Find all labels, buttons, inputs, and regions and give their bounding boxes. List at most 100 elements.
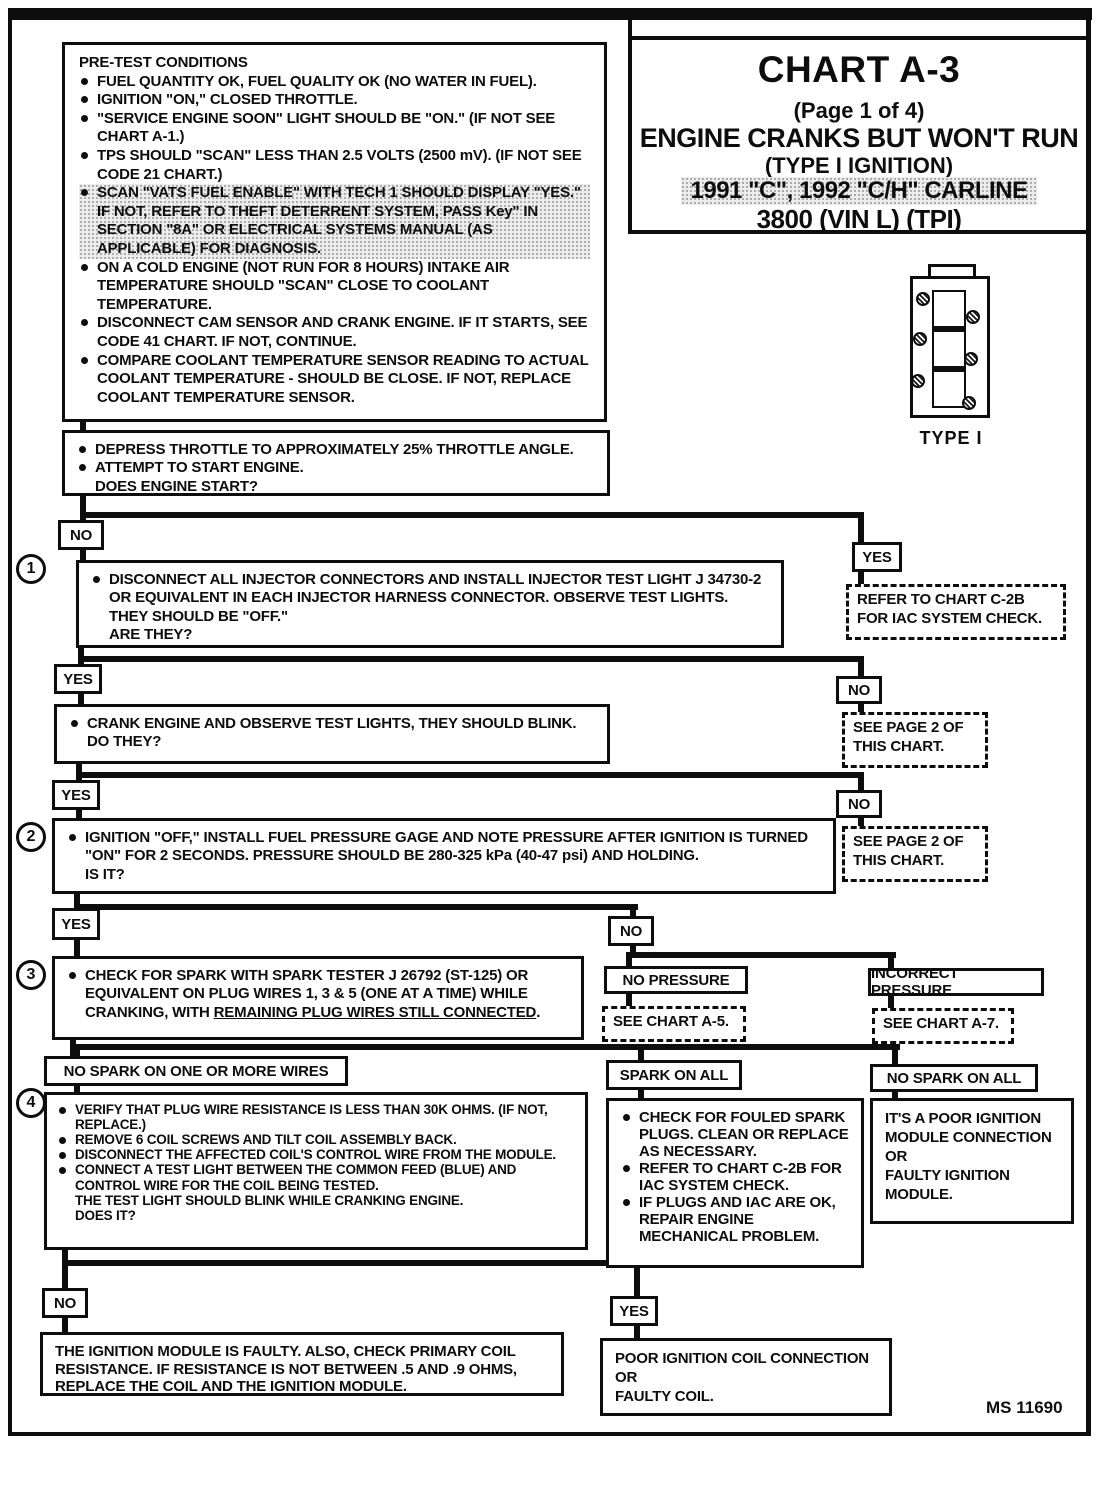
- connector-line: [80, 418, 86, 434]
- no-pressure-label: NO PRESSURE: [604, 966, 748, 994]
- pretest-item: DISCONNECT CAM SENSOR AND CRANK ENGINE. …: [79, 314, 590, 351]
- step-4-box: VERIFY THAT PLUG WIRE RESISTANCE IS LESS…: [44, 1092, 588, 1250]
- spark-on-all-label: SPARK ON ALL: [606, 1060, 742, 1090]
- yes-tag: YES: [852, 542, 902, 572]
- connector-line: [630, 952, 896, 958]
- connector-line: [80, 512, 864, 518]
- doc-id: MS 11690: [986, 1398, 1063, 1417]
- see-page2-box: SEE PAGE 2 OF THIS CHART.: [842, 712, 988, 768]
- no-spark-some-label: NO SPARK ON ONE OR MORE WIRES: [44, 1056, 348, 1086]
- coil-window-divider: [934, 366, 964, 372]
- bolt-icon: [964, 352, 978, 366]
- bullet-icon: [59, 1107, 66, 1114]
- step-number-badge: 3: [16, 960, 46, 990]
- step-1-box: DISCONNECT ALL INJECTOR CONNECTORS AND I…: [76, 560, 784, 648]
- yes-tag: YES: [54, 664, 102, 694]
- yes-tag: YES: [52, 780, 100, 810]
- bullet-icon: [81, 151, 88, 159]
- step-number-badge: 1: [16, 554, 46, 584]
- bullet-icon: [81, 96, 88, 104]
- title-box-top-connector: [628, 18, 632, 38]
- bullet-icon: [81, 356, 88, 364]
- see-page2-box: SEE PAGE 2 OF THIS CHART.: [842, 826, 988, 882]
- page-border-bottom: [8, 1432, 1091, 1436]
- crank-question: DO THEY?: [87, 733, 162, 751]
- page-border-right: [1086, 8, 1091, 1436]
- bullet-icon: [93, 576, 100, 583]
- bullet-icon: [59, 1137, 66, 1145]
- step-2-box: IGNITION "OFF," INSTALL FUEL PRESSURE GA…: [52, 818, 836, 894]
- pretest-item: "SERVICE ENGINE SOON" LIGHT SHOULD BE "O…: [79, 110, 590, 147]
- bullet-icon: [623, 1114, 630, 1121]
- bullet-icon: [81, 319, 88, 327]
- chart-engine: 3800 (VIN L) (TPI): [756, 203, 962, 234]
- bullet-icon: [81, 263, 88, 271]
- crank-engine-box: CRANK ENGINE AND OBSERVE TEST LIGHTS, TH…: [54, 704, 610, 764]
- pretest-item: COMPARE COOLANT TEMPERATURE SENSOR READI…: [79, 352, 590, 408]
- connector-line: [70, 1044, 900, 1050]
- bolt-icon: [913, 332, 927, 346]
- step-number-badge: 4: [16, 1088, 46, 1118]
- page-border-top-bar: [8, 8, 1092, 20]
- yes-tag: YES: [52, 908, 100, 940]
- chart-title-box: CHART A-3 (Page 1 of 4) ENGINE CRANKS BU…: [628, 36, 1090, 234]
- ref-chart-c2b-box: REFER TO CHART C-2B FOR IAC SYSTEM CHECK…: [846, 584, 1066, 640]
- bullet-icon: [69, 972, 76, 979]
- spark-on-all-result-box: CHECK FOR FOULED SPARK PLUGS. CLEAN OR R…: [606, 1098, 864, 1268]
- no-spark-on-all-label: NO SPARK ON ALL: [870, 1064, 1038, 1092]
- no-tag: NO: [58, 520, 104, 550]
- pretest-item-highlighted: SCAN "VATS FUEL ENABLE" WITH TECH 1 SHOU…: [79, 184, 590, 259]
- bullet-icon: [81, 114, 88, 122]
- no-tag: NO: [42, 1288, 88, 1318]
- start-question: DOES ENGINE START?: [95, 477, 258, 495]
- no-tag: NO: [608, 916, 654, 946]
- bolt-icon: [966, 310, 980, 324]
- coil-fault-result-box: POOR IGNITION COIL CONNECTION OR FAULTY …: [600, 1338, 892, 1416]
- connector-line: [62, 1260, 640, 1266]
- chart-carline: 1991 "C", 1992 "C/H" CARLINE: [680, 177, 1038, 205]
- bullet-icon: [79, 464, 86, 472]
- pretest-title: PRE-TEST CONDITIONS: [79, 54, 248, 71]
- no-spark-on-all-result-box: IT'S A POOR IGNITION MODULE CONNECTION O…: [870, 1098, 1074, 1224]
- bullet-icon: [623, 1165, 630, 1172]
- bolt-icon: [962, 396, 976, 410]
- coil-connector-label: TYPE I: [919, 428, 983, 448]
- pretest-conditions-box: PRE-TEST CONDITIONS FUEL QUANTITY OK, FU…: [62, 42, 607, 422]
- connector-line: [76, 772, 864, 778]
- step-1-question: ARE THEY?: [109, 625, 193, 643]
- bullet-icon: [69, 834, 76, 841]
- see-chart-a5-box: SEE CHART A-5.: [602, 1006, 746, 1042]
- pretest-item: FUEL QUANTITY OK, FUEL QUALITY OK (NO WA…: [79, 73, 590, 92]
- connector-line: [62, 1248, 68, 1264]
- start-test-box: DEPRESS THROTTLE TO APPROXIMATELY 25% TH…: [62, 430, 610, 496]
- bullet-icon: [81, 77, 88, 85]
- bolt-icon: [916, 292, 930, 306]
- chart-page-info: (Page 1 of 4): [793, 97, 925, 123]
- chart-title: ENGINE CRANKS BUT WON'T RUN: [639, 122, 1079, 153]
- bullet-icon: [59, 1167, 66, 1175]
- chart-number: CHART A-3: [757, 49, 961, 90]
- incorrect-pressure-label: INCORRECT PRESSURE: [868, 965, 1044, 999]
- bullet-icon: [79, 446, 86, 453]
- pretest-item: IGNITION "ON," CLOSED THROTTLE.: [79, 91, 590, 110]
- step-2-question: IS IT?: [85, 865, 125, 883]
- bullet-icon: [81, 189, 88, 197]
- bullet-icon: [59, 1152, 66, 1160]
- see-chart-a7-box: SEE CHART A-7.: [872, 1008, 1014, 1044]
- bullet-icon: [71, 720, 78, 727]
- connector-line: [74, 904, 638, 910]
- connector-line: [78, 656, 864, 662]
- module-faulty-result-box: THE IGNITION MODULE IS FAULTY. ALSO, CHE…: [40, 1332, 564, 1396]
- coil-window-column: [932, 290, 966, 408]
- no-tag: NO: [836, 676, 882, 704]
- coil-window-divider: [934, 326, 964, 332]
- pretest-item: ON A COLD ENGINE (NOT RUN FOR 8 HOURS) I…: [79, 259, 590, 315]
- yes-tag: YES: [610, 1296, 658, 1326]
- step-4-question: DOES IT?: [75, 1207, 136, 1223]
- step-3-box: CHECK FOR SPARK WITH SPARK TESTER J 2679…: [52, 956, 584, 1040]
- step-number-badge: 2: [16, 822, 46, 852]
- page-border-left: [8, 8, 12, 1436]
- bolt-icon: [911, 374, 925, 388]
- no-tag: NO: [836, 790, 882, 818]
